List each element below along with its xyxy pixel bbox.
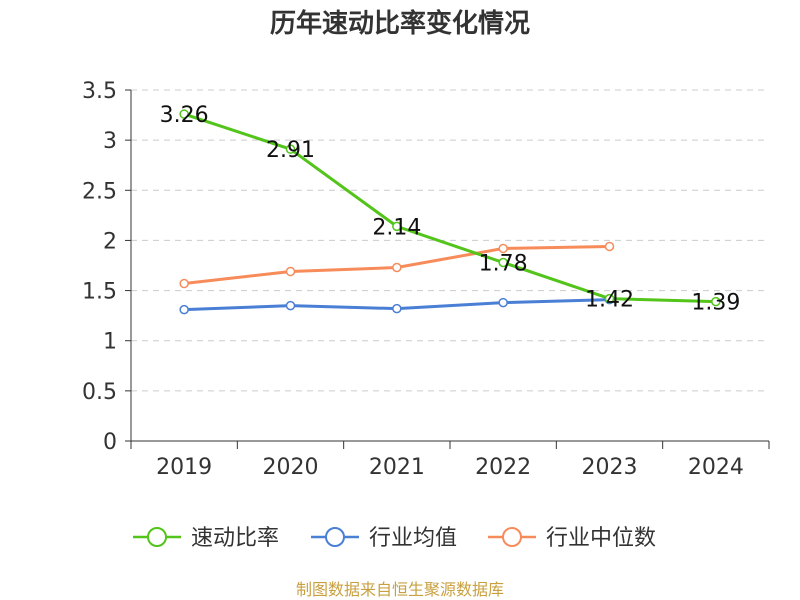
y-tick-label: 1.5	[82, 280, 117, 305]
data-point	[498, 243, 508, 254]
data-point	[604, 293, 615, 304]
chart-title: 历年速动比率变化情况	[270, 8, 530, 39]
data-point	[392, 221, 402, 232]
x-tick-label: 2021	[369, 455, 425, 480]
legend-label: 行业均值	[369, 526, 457, 551]
y-tick-label: 0	[103, 430, 117, 455]
y-tick-label: 3.5	[82, 79, 117, 104]
x-tick-label: 2020	[263, 455, 319, 480]
y-tick-label: 0.5	[82, 380, 117, 405]
x-tick-label: 2024	[688, 455, 744, 480]
series-layer	[179, 109, 721, 315]
legend-item[interactable]: 行业中位数	[488, 526, 656, 551]
data-label: 1.78	[479, 251, 528, 276]
data-label: 2.14	[372, 215, 421, 240]
axis-layer: 0 0.5 1 1.5 2 2.5 3 3.5 2019 2020 2021 2022 2023 2024	[82, 79, 770, 480]
data-point	[285, 144, 296, 154]
data-label: 3.26	[160, 103, 209, 128]
legend-label: 行业中位数	[546, 526, 656, 551]
data-point	[392, 262, 402, 273]
source-note: 制图数据来自恒生聚源数据库	[296, 580, 504, 599]
legend-item[interactable]: 速动比率	[133, 526, 279, 551]
x-tick-label: 2019	[156, 455, 212, 480]
data-label: 2.91	[266, 138, 315, 163]
series-line	[183, 112, 716, 304]
x-tick-label: 2023	[582, 455, 638, 480]
grid-layer	[131, 89, 769, 392]
label-layer: 3.26 2.91 2.14 1.78 1.42 1.39	[160, 103, 741, 316]
legend-swatch-marker	[147, 527, 167, 547]
y-tick-label: 1	[103, 330, 117, 355]
data-point	[498, 257, 508, 268]
data-point	[285, 266, 296, 277]
data-point	[392, 303, 402, 314]
data-point	[179, 304, 189, 315]
data-point	[179, 109, 189, 119]
data-label: 1.42	[585, 288, 634, 313]
y-tick-label: 2.5	[82, 179, 117, 204]
legend-label: 速动比率	[191, 526, 279, 551]
data-point	[604, 241, 615, 252]
data-label: 1.39	[691, 291, 740, 316]
y-tick-label: 3	[103, 129, 117, 154]
data-point	[498, 297, 508, 308]
legend-swatch-marker	[502, 527, 522, 547]
legend-item[interactable]: 行业均值	[311, 526, 457, 551]
legend-swatch-marker	[325, 527, 345, 547]
data-point	[711, 296, 721, 307]
legend[interactable]: 速动比率 行业均值 行业中位数	[133, 526, 656, 551]
y-tick-label: 2	[103, 229, 117, 254]
data-point	[285, 300, 296, 311]
data-point	[179, 278, 189, 289]
x-tick-label: 2022	[475, 455, 531, 480]
